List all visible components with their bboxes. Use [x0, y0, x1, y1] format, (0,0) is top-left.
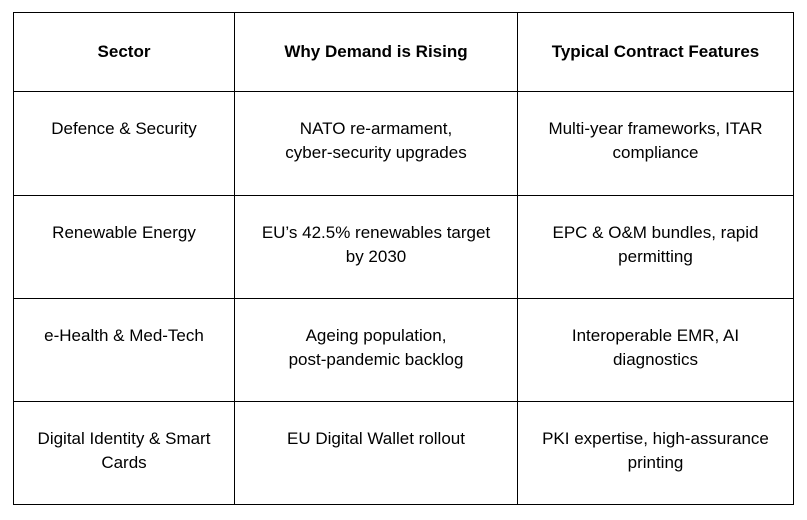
cell-line: by 2030: [345, 247, 407, 266]
cell-sector: Defence & Security: [13, 91, 235, 196]
cell-line: Multi-year frameworks, ITAR: [548, 119, 763, 138]
cell-line: post-pandemic backlog: [288, 350, 464, 369]
cell-sector: Renewable Energy: [13, 195, 235, 299]
cell-why: NATO re-armament, cyber-security upgrade…: [234, 91, 518, 196]
cell-line: PKI expertise, high-assurance: [542, 429, 769, 448]
header-why-demand: Why Demand is Rising: [234, 12, 518, 92]
cell-line: printing: [627, 453, 684, 472]
cell-line: EU Digital Wallet rollout: [287, 429, 465, 448]
cell-line: cyber-security upgrades: [285, 143, 467, 162]
cell-line: Digital Identity & Smart: [37, 429, 211, 448]
cell-sector: e-Health & Med-Tech: [13, 298, 235, 402]
cell-line: diagnostics: [612, 350, 699, 369]
cell-why: EU Digital Wallet rollout: [234, 401, 518, 505]
cell-line: compliance: [612, 143, 699, 162]
cell-features: PKI expertise, high-assurance printing: [517, 401, 794, 505]
cell-line: permitting: [618, 247, 693, 266]
cell-line: e-Health & Med-Tech: [44, 326, 204, 345]
cell-line: NATO re-armament,: [299, 119, 453, 138]
cell-features: EPC & O&M bundles, rapid permitting: [517, 195, 794, 299]
table-row: Digital Identity & Smart Cards EU Digita…: [13, 401, 794, 505]
cell-line: EPC & O&M bundles, rapid: [552, 223, 759, 242]
cell-why: Ageing population, post-pandemic backlog: [234, 298, 518, 402]
cell-line: Interoperable EMR, AI: [571, 326, 740, 345]
cell-sector: Digital Identity & Smart Cards: [13, 401, 235, 505]
cell-line: Ageing population,: [305, 326, 447, 345]
table-row: Defence & Security NATO re-armament, cyb…: [13, 91, 794, 196]
header-row: Sector Why Demand is Rising Typical Cont…: [13, 12, 794, 92]
cell-line: Defence & Security: [51, 119, 197, 138]
cell-line: EU’s 42.5% renewables target: [261, 223, 491, 242]
table-row: Renewable Energy EU’s 42.5% renewables t…: [13, 195, 794, 299]
header-sector: Sector: [13, 12, 235, 92]
header-contract-features: Typical Contract Features: [517, 12, 794, 92]
cell-line: Renewable Energy: [52, 223, 196, 242]
cell-features: Interoperable EMR, AI diagnostics: [517, 298, 794, 402]
cell-line: Cards: [101, 453, 147, 472]
table-row: e-Health & Med-Tech Ageing population, p…: [13, 298, 794, 402]
cell-features: Multi-year frameworks, ITAR compliance: [517, 91, 794, 196]
sector-demand-table: Sector Why Demand is Rising Typical Cont…: [13, 12, 794, 505]
cell-why: EU’s 42.5% renewables target by 2030: [234, 195, 518, 299]
